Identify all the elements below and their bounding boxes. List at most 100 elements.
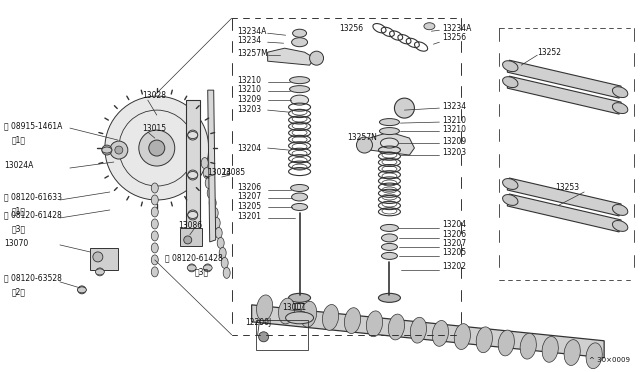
Ellipse shape — [424, 23, 435, 30]
Ellipse shape — [410, 317, 426, 343]
Text: 13210: 13210 — [237, 85, 262, 94]
Circle shape — [78, 286, 86, 294]
Text: 13024A: 13024A — [4, 161, 33, 170]
Text: （1）: （1） — [12, 135, 26, 145]
Text: 13206: 13206 — [442, 230, 467, 240]
Ellipse shape — [188, 132, 198, 138]
Text: 13234: 13234 — [237, 36, 262, 45]
Ellipse shape — [300, 301, 317, 327]
Ellipse shape — [542, 336, 558, 362]
Text: 13257M: 13257M — [237, 49, 268, 58]
Circle shape — [115, 146, 123, 154]
Bar — [90, 248, 118, 270]
Circle shape — [259, 332, 269, 342]
Ellipse shape — [205, 177, 212, 189]
Text: 13253: 13253 — [556, 183, 579, 192]
Ellipse shape — [291, 185, 308, 192]
Polygon shape — [208, 90, 216, 242]
Circle shape — [204, 264, 212, 272]
Ellipse shape — [564, 340, 580, 365]
Text: 13252: 13252 — [537, 48, 561, 57]
Text: 13205: 13205 — [442, 248, 467, 257]
Ellipse shape — [292, 193, 308, 201]
Ellipse shape — [151, 231, 158, 241]
Text: 12200J: 12200J — [246, 318, 272, 327]
Ellipse shape — [498, 330, 515, 356]
Text: 13201: 13201 — [237, 212, 262, 221]
Ellipse shape — [217, 237, 224, 248]
Ellipse shape — [213, 218, 220, 228]
Ellipse shape — [612, 221, 628, 231]
Circle shape — [310, 51, 324, 65]
Ellipse shape — [289, 86, 310, 93]
Ellipse shape — [223, 267, 230, 278]
Text: 13204: 13204 — [442, 221, 467, 230]
Ellipse shape — [188, 265, 196, 271]
Ellipse shape — [285, 312, 314, 324]
Text: （3）: （3） — [12, 224, 26, 234]
Ellipse shape — [188, 171, 198, 179]
Text: 13203: 13203 — [237, 105, 262, 113]
Ellipse shape — [520, 333, 536, 359]
Ellipse shape — [151, 267, 158, 277]
Text: 13086: 13086 — [178, 221, 202, 230]
Text: 13070: 13070 — [4, 240, 28, 248]
Ellipse shape — [209, 198, 216, 208]
Ellipse shape — [289, 77, 310, 84]
Circle shape — [93, 252, 103, 262]
Text: 13256: 13256 — [340, 24, 364, 33]
Circle shape — [105, 96, 209, 200]
Ellipse shape — [381, 253, 397, 259]
Ellipse shape — [432, 321, 449, 346]
Polygon shape — [508, 60, 621, 98]
Ellipse shape — [344, 308, 360, 334]
Ellipse shape — [292, 203, 308, 211]
Circle shape — [188, 210, 198, 220]
Circle shape — [96, 268, 104, 276]
Ellipse shape — [95, 269, 104, 275]
Ellipse shape — [502, 195, 518, 205]
Circle shape — [148, 140, 164, 156]
Ellipse shape — [502, 77, 518, 87]
Text: （1）: （1） — [12, 206, 26, 215]
Ellipse shape — [378, 294, 401, 302]
Circle shape — [139, 130, 175, 166]
Polygon shape — [508, 76, 621, 114]
Ellipse shape — [388, 314, 404, 340]
Text: Ⓑ 08120-61633: Ⓑ 08120-61633 — [4, 192, 62, 202]
Ellipse shape — [380, 119, 399, 126]
Ellipse shape — [188, 211, 198, 218]
Ellipse shape — [289, 294, 310, 302]
Text: 13202: 13202 — [442, 262, 467, 272]
Circle shape — [102, 145, 112, 155]
Ellipse shape — [380, 138, 399, 148]
Ellipse shape — [366, 311, 383, 337]
Circle shape — [188, 264, 196, 272]
Text: 13234A: 13234A — [237, 27, 267, 36]
Ellipse shape — [151, 255, 158, 265]
Ellipse shape — [323, 305, 339, 330]
Text: ^ 30×0009: ^ 30×0009 — [589, 357, 630, 363]
Ellipse shape — [285, 303, 314, 316]
Polygon shape — [268, 48, 314, 65]
Text: Ⓑ 08120-61428: Ⓑ 08120-61428 — [164, 253, 223, 262]
Ellipse shape — [278, 298, 294, 324]
Circle shape — [188, 170, 198, 180]
Text: 13085: 13085 — [221, 167, 246, 177]
Text: 13203: 13203 — [442, 148, 467, 157]
Ellipse shape — [454, 324, 470, 349]
Text: 13205: 13205 — [237, 202, 262, 211]
Ellipse shape — [151, 219, 158, 229]
Ellipse shape — [380, 128, 399, 135]
Text: 13209: 13209 — [442, 137, 467, 145]
Ellipse shape — [201, 157, 208, 169]
Ellipse shape — [292, 38, 308, 47]
Circle shape — [184, 236, 192, 244]
Ellipse shape — [207, 187, 214, 199]
Ellipse shape — [151, 243, 158, 253]
Ellipse shape — [151, 195, 158, 205]
Circle shape — [356, 137, 372, 153]
Text: 13015: 13015 — [142, 124, 166, 132]
Text: 13028: 13028 — [142, 91, 166, 100]
Text: Ⓑ 08120-61428: Ⓑ 08120-61428 — [4, 211, 61, 219]
